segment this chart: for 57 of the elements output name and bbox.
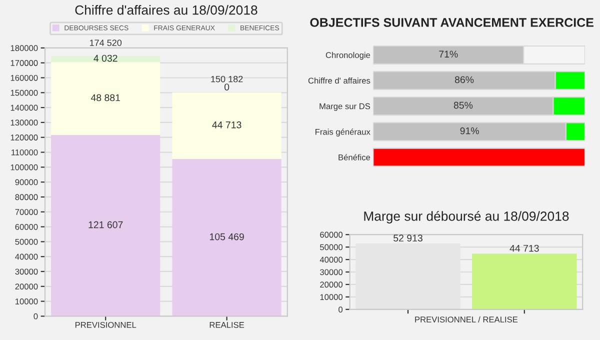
chart-title: Marge sur déboursé au 18/09/2018 [364, 210, 569, 224]
data-label: 121 607 [88, 221, 123, 228]
y-tick-label: Bénéfice [338, 154, 370, 160]
y-tick-label: Chronologie [326, 52, 370, 60]
y-tick-label: 30000 [15, 268, 38, 275]
bar [51, 56, 160, 62]
x-axis-title: PREVISIONNEL / REALISE [415, 316, 518, 322]
y-tick-label: 30000 [320, 269, 343, 276]
data-label: 105 469 [210, 233, 244, 240]
y-tick-label: 10000 [320, 294, 343, 300]
y-tick-label: 20000 [15, 284, 38, 290]
data-label: 4 032 [94, 54, 118, 62]
y-tick-label: 140000 [10, 104, 38, 111]
y-tick-label: 70000 [15, 209, 38, 215]
data-label: 44 713 [510, 244, 539, 252]
bar [373, 148, 585, 167]
y-tick-label: Chiffre d' affaires [308, 77, 370, 84]
x-tick-label: REALISE [210, 322, 244, 328]
y-tick-label: 50000 [320, 244, 343, 250]
y-tick-label: 100000 [10, 164, 38, 170]
y-tick-label: 60000 [15, 224, 38, 230]
y-tick-label: 10000 [16, 298, 38, 304]
chart-title: Chiffre d'affaires au 18/09/2018 [75, 5, 258, 15]
y-tick-label: Frais généraux [316, 128, 370, 136]
y-tick-label: 160000 [10, 74, 38, 81]
y-tick-label: 90000 [15, 179, 38, 186]
data-label: 71% [439, 50, 458, 58]
y-tick-label: 170000 [10, 60, 38, 66]
data-label: 91% [460, 127, 479, 134]
data-label: 85% [454, 102, 473, 109]
bar [172, 92, 282, 160]
data-label: 86% [454, 76, 474, 84]
y-tick-label: 120000 [10, 134, 38, 140]
bar [51, 62, 160, 135]
y-tick-label: 110000 [12, 149, 38, 156]
y-tick-label: 40000 [320, 256, 343, 263]
y-tick-label: 50000 [15, 238, 38, 245]
y-tick-label: 0 [338, 306, 343, 312]
y-tick-label: 180000 [10, 45, 38, 52]
bar [51, 134, 160, 316]
x-tick-label: PREVISIONNEL [75, 322, 136, 328]
data-label: 52 913 [394, 234, 422, 242]
data-label: 44 713 [212, 121, 242, 128]
data-label: 0 [224, 84, 230, 90]
y-tick-label: 80000 [15, 194, 38, 200]
y-tick-label: 130000 [10, 120, 38, 126]
chart-title: OBJECTIFS SUIVANT AVANCEMENT EXERCICE [310, 18, 594, 27]
total-label: 174 520 [90, 40, 122, 46]
y-tick-label: Marge sur DS [320, 103, 370, 111]
y-tick-label: 150000 [10, 90, 38, 96]
bar [172, 159, 282, 316]
total-label: 150 182 [211, 76, 243, 82]
y-tick-label: 0 [34, 313, 38, 320]
y-tick-label: 60000 [320, 232, 343, 238]
y-tick-label: 40000 [15, 254, 38, 260]
y-tick-label: 20000 [320, 282, 343, 288]
data-label: 48 881 [90, 94, 120, 102]
